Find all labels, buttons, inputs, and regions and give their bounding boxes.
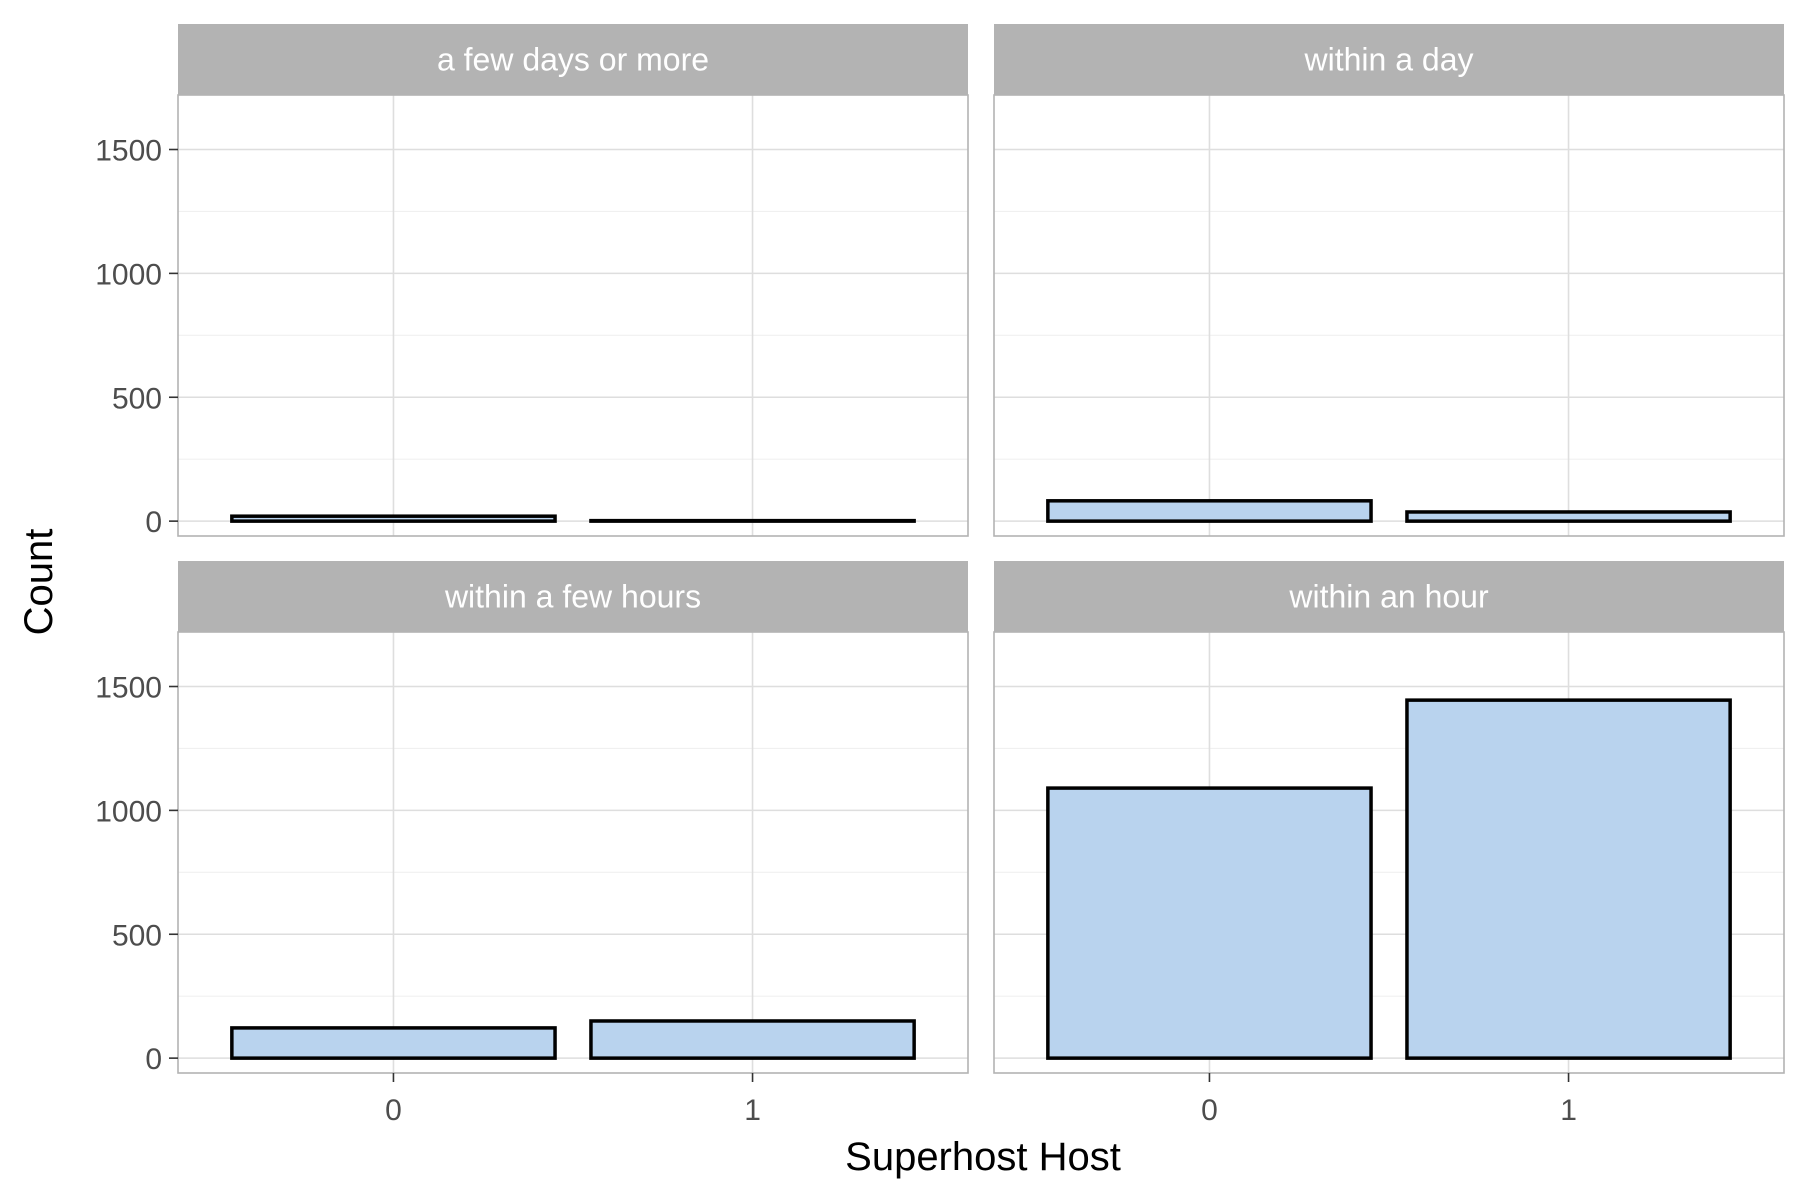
y-tick-label: 1500 xyxy=(95,672,162,705)
y-tick-label: 1000 xyxy=(95,795,162,828)
facet-panel: within a few hours 0 500 1000 1500 0 1 xyxy=(95,561,969,1127)
facet-panel: within a day xyxy=(993,24,1785,537)
bar xyxy=(1046,499,1373,523)
y-tick-label: 0 xyxy=(145,1043,162,1076)
facet-strip xyxy=(994,24,1784,95)
facet-label: within a few hours xyxy=(444,579,701,615)
x-tick-label: 0 xyxy=(1201,1094,1218,1127)
bar xyxy=(230,514,557,523)
x-tick-label: 0 xyxy=(385,1094,402,1127)
x-tick-label: 1 xyxy=(1560,1094,1577,1127)
y-tick-label: 500 xyxy=(112,382,162,415)
y-tick-label: 1500 xyxy=(95,135,162,168)
panel-background xyxy=(994,95,1784,536)
facet-panel: a few days or more 0 500 1000 1500 xyxy=(95,24,969,539)
facet-strip xyxy=(178,24,968,95)
facet-panel: within an hour 0 1 xyxy=(993,561,1785,1127)
facet-label: within a day xyxy=(1304,42,1474,78)
facet-strip xyxy=(178,561,968,632)
y-tick-label: 1000 xyxy=(95,258,162,291)
panel-background xyxy=(178,632,968,1073)
y-tick-label: 500 xyxy=(112,919,162,952)
facet-strip xyxy=(994,561,1784,632)
facet-label: within an hour xyxy=(1288,579,1489,615)
x-axis-title: Superhost Host xyxy=(845,1135,1121,1179)
y-tick-label: 0 xyxy=(145,506,162,539)
bar xyxy=(1405,698,1732,1060)
bar xyxy=(589,1019,916,1060)
bar xyxy=(1046,786,1373,1060)
panel-background xyxy=(178,95,968,536)
y-axis-title: Count xyxy=(17,529,61,636)
facet-label: a few days or more xyxy=(437,42,709,78)
x-tick-label: 1 xyxy=(744,1094,761,1127)
bar xyxy=(230,1026,557,1060)
bar xyxy=(1405,510,1732,523)
